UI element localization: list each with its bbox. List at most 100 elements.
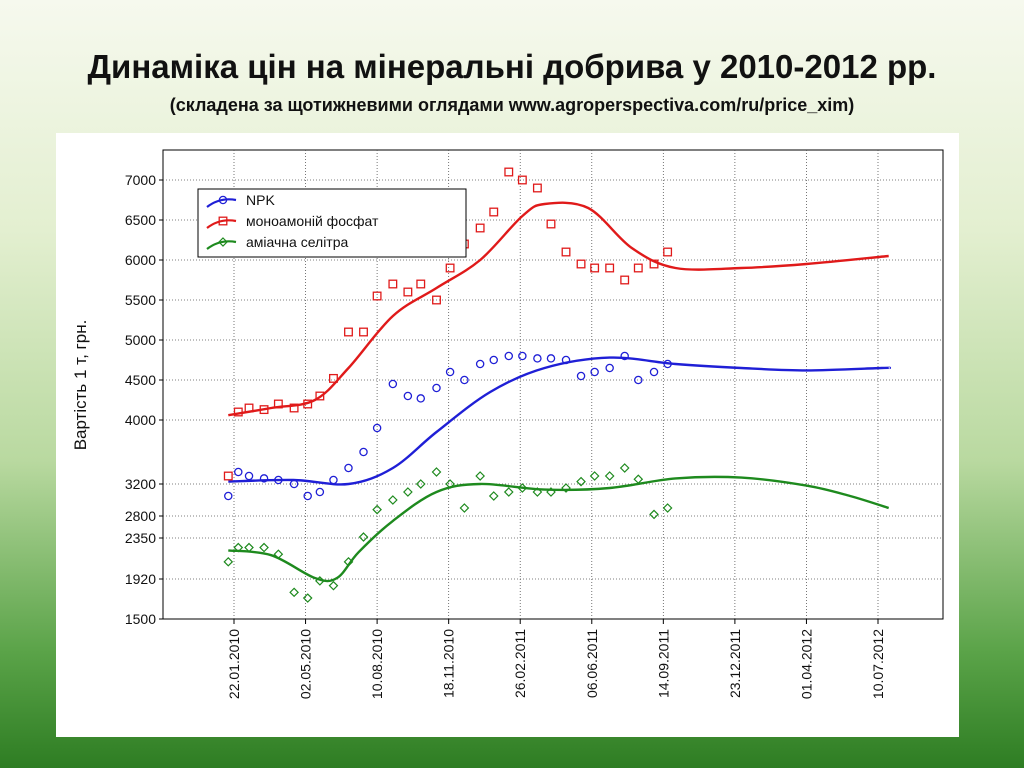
npk-data-point <box>224 491 233 501</box>
npk-data-point <box>663 359 672 369</box>
an-data-point <box>589 471 600 481</box>
map-data-point <box>649 259 659 269</box>
npk-data-point <box>546 354 556 363</box>
npk-data-point <box>416 394 426 403</box>
an-data-point <box>475 471 485 481</box>
an-data-point <box>273 549 284 560</box>
an-data-point <box>233 542 244 553</box>
map-legend-line <box>206 219 237 229</box>
chart-panel: 1500 1920 2350 2800 3200 4000 4500 5000 5500 6000… <box>56 133 959 737</box>
map-data-point <box>233 407 243 417</box>
an-data-point <box>546 487 556 497</box>
x-tick-label: 18.11.2010 <box>441 629 457 698</box>
an-data-point <box>488 491 499 501</box>
npk-trend-line <box>228 356 892 486</box>
slide-title: Динаміка цін на мінеральні добрива у 201… <box>87 48 937 85</box>
map-data-point <box>663 247 673 257</box>
y-tick-label: 7000 <box>125 172 156 188</box>
npk-data-point <box>303 491 312 501</box>
map-data-point <box>403 287 413 297</box>
npk-data-point <box>620 351 629 361</box>
map-data-point <box>388 279 398 289</box>
x-tick-label: 23.12.2011 <box>727 629 743 698</box>
npk-data-point <box>359 447 368 457</box>
y-tick-label: 2350 <box>125 530 156 546</box>
an-data-point <box>649 509 659 520</box>
an-data-point <box>223 556 234 567</box>
an-trend-line <box>228 475 890 583</box>
an-data-point <box>302 593 313 603</box>
y-tick-label: 6500 <box>125 212 156 228</box>
an-data-point <box>315 576 325 586</box>
an-data-point <box>503 487 514 497</box>
npk-data-point <box>504 351 514 361</box>
npk-data-point <box>274 475 283 485</box>
map-data-point <box>517 175 527 185</box>
legend-box <box>197 188 467 258</box>
x-tick-label: 02.05.2010 <box>298 629 314 699</box>
an-data-point <box>561 483 571 493</box>
y-tick-label: 5000 <box>125 332 156 348</box>
y-tick-label: 2800 <box>125 508 156 524</box>
an-data-point <box>576 476 586 487</box>
an-legend-marker <box>218 237 228 247</box>
y-tick-label: 4000 <box>125 412 156 428</box>
npk-data-point <box>432 383 441 393</box>
npk-data-point <box>518 351 527 361</box>
y-tick-label: 6000 <box>125 252 156 268</box>
map-data-point <box>329 373 338 383</box>
y-tick-label: 1500 <box>125 611 156 627</box>
npk-data-point <box>590 367 599 377</box>
map-data-point <box>359 327 368 337</box>
map-data-point <box>344 327 353 337</box>
map-data-point <box>532 183 542 193</box>
x-tick-label: 22.01.2010 <box>226 629 242 699</box>
npk-data-point <box>234 467 243 477</box>
an-data-point <box>459 503 470 513</box>
an-data-point <box>517 483 528 493</box>
npk-data-point <box>344 463 353 473</box>
an-data-point <box>633 474 644 485</box>
npk-data-point <box>605 363 614 373</box>
npk-legend-marker <box>218 195 228 205</box>
legend-label: аміачна селітра <box>246 234 349 250</box>
map-data-point <box>223 471 233 481</box>
npk-data-point <box>489 355 498 365</box>
npk-data-point <box>460 375 469 385</box>
map-data-point <box>416 279 426 289</box>
map-data-point <box>489 207 499 217</box>
npk-data-point <box>388 379 398 389</box>
an-data-point <box>445 479 455 489</box>
map-data-point <box>445 263 455 273</box>
npk-data-point <box>403 391 413 401</box>
npk-data-point <box>634 375 643 385</box>
npk-data-point <box>372 423 382 433</box>
npk-data-point <box>315 487 325 497</box>
an-data-point <box>604 471 615 481</box>
an-legend-line <box>206 240 237 250</box>
an-data-point <box>259 542 269 553</box>
an-data-point <box>415 479 426 489</box>
map-data-point <box>303 399 313 409</box>
npk-data-point <box>475 359 485 369</box>
y-tick-label: 4500 <box>125 372 156 388</box>
x-tick-label: 14.09.2011 <box>655 629 671 698</box>
legend-label: моноамоній фосфат <box>246 213 379 229</box>
x-tick-label: 06.06.2011 <box>584 629 600 698</box>
map-data-point <box>590 263 600 273</box>
an-data-point <box>244 542 254 553</box>
fertilizer-price-chart: 1500 1920 2350 2800 3200 4000 4500 5000 5500 6000… <box>71 149 944 699</box>
an-data-point <box>403 487 413 497</box>
map-data-point <box>620 275 630 285</box>
npk-data-point <box>329 475 338 485</box>
map-data-point <box>605 263 615 273</box>
y-axis-label: Вартість 1 т, грн. <box>71 320 90 451</box>
y-tick-label: 3200 <box>125 476 156 492</box>
npk-data-point <box>561 355 571 365</box>
npk-legend-line <box>206 198 237 208</box>
map-data-point <box>546 219 556 229</box>
map-data-point <box>289 403 299 413</box>
map-data-point <box>432 295 441 305</box>
an-data-point <box>619 463 630 473</box>
npk-data-point <box>244 471 254 481</box>
